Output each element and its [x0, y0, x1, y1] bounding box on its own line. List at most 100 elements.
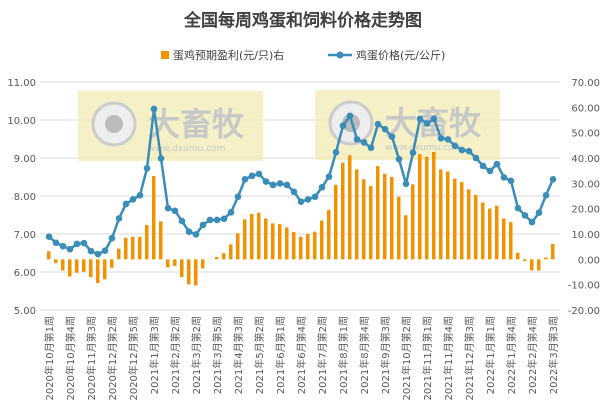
- watermark-brand: 大畜牧: [385, 104, 482, 142]
- profit-bar: [376, 166, 380, 260]
- profit-bar: [68, 259, 72, 277]
- egg-price-point: [353, 136, 361, 143]
- egg-price-point: [402, 180, 410, 188]
- egg-price-point: [206, 216, 214, 224]
- egg-price-point: [514, 204, 522, 212]
- profit-bar: [264, 218, 268, 260]
- egg-price-point: [185, 228, 193, 236]
- egg-price-point: [213, 216, 221, 224]
- egg-price-point: [479, 162, 487, 170]
- right-tick-label: -10.00: [568, 281, 600, 292]
- egg-price-point: [73, 240, 81, 248]
- egg-price-point: [437, 134, 445, 142]
- x-tick-label: 2021年1月第3周: [148, 316, 161, 394]
- profit-bar: [334, 184, 338, 260]
- profit-bar: [551, 243, 555, 260]
- profit-bar: [481, 202, 485, 260]
- egg-price-point: [318, 183, 326, 191]
- egg-price-point: [304, 196, 312, 203]
- profit-bar: [425, 156, 429, 260]
- profit-bar: [509, 222, 513, 260]
- x-tick-label: 2021年7月第2周: [316, 316, 329, 394]
- profit-bar: [460, 182, 464, 260]
- egg-price-point: [451, 142, 459, 150]
- x-tick-label: 2021年6月第4周: [295, 316, 308, 394]
- x-tick-label: 2021年11月第4周: [442, 316, 455, 401]
- egg-price-point: [143, 164, 151, 172]
- x-tick-label: 2021年5月第2周: [253, 316, 266, 394]
- profit-bar: [411, 184, 415, 260]
- profit-bar: [243, 219, 247, 260]
- egg-price-point: [248, 172, 256, 180]
- egg-price-point: [416, 115, 424, 123]
- egg-price-point: [129, 196, 137, 203]
- watermark-logo-dot: [105, 115, 123, 133]
- profit-bar: [236, 233, 240, 260]
- egg-price-point: [423, 120, 431, 127]
- x-tick-label: 2022年3月第3周: [547, 316, 560, 394]
- profit-bar: [439, 169, 443, 260]
- x-tick-label: 2021年4月第3周: [232, 316, 245, 394]
- profit-bar: [453, 178, 457, 260]
- egg-price-point: [395, 155, 403, 163]
- profit-bar: [362, 179, 366, 260]
- egg-price-point: [542, 191, 550, 199]
- egg-price-point: [360, 139, 368, 146]
- egg-price-point: [199, 221, 207, 229]
- left-tick-label: 10.00: [7, 116, 36, 127]
- right-tick-label: 20.00: [571, 205, 600, 216]
- profit-bar: [117, 248, 121, 260]
- egg-price-point: [339, 122, 347, 129]
- egg-price-point: [458, 146, 466, 154]
- profit-bar: [201, 259, 205, 269]
- profit-bar: [173, 259, 177, 266]
- profit-bar: [103, 259, 107, 280]
- profit-bar: [432, 151, 436, 260]
- egg-price-point: [325, 173, 333, 180]
- legend-line-marker: [336, 51, 344, 59]
- profit-bar: [82, 259, 86, 272]
- egg-price-point: [290, 188, 298, 196]
- profit-bar: [516, 252, 520, 260]
- x-tick-label: 2021年11月第1周: [421, 316, 434, 401]
- egg-price-point: [367, 144, 375, 152]
- profit-bar: [194, 259, 198, 286]
- egg-price-point: [276, 180, 284, 187]
- profit-bar: [271, 223, 275, 260]
- profit-bar: [390, 177, 394, 260]
- left-tick-label: 8.00: [14, 192, 36, 203]
- profit-bar: [418, 154, 422, 260]
- right-tick-label: 0.00: [578, 255, 600, 266]
- egg-price-point: [59, 242, 67, 250]
- watermark-url: www.dxumu.com: [385, 143, 462, 153]
- egg-price-point: [311, 193, 319, 201]
- right-tick-label: -20.00: [568, 306, 600, 317]
- profit-bar: [544, 257, 548, 260]
- egg-price-point: [430, 115, 438, 123]
- profit-bar: [54, 259, 58, 264]
- egg-price-point: [66, 245, 74, 253]
- egg-price-point: [122, 200, 130, 208]
- profit-bar: [523, 259, 527, 262]
- profit-bar: [327, 209, 331, 260]
- egg-price-point: [374, 120, 382, 128]
- left-tick-label: 5.00: [14, 306, 36, 317]
- x-tick-label: 2020年12月第5周: [127, 316, 140, 401]
- legend-line-label: 鸡蛋价格(元/公斤): [356, 48, 445, 62]
- egg-price-point: [80, 239, 88, 247]
- x-tick-label: 2021年8月第1周: [337, 316, 350, 394]
- profit-bar: [502, 218, 506, 260]
- egg-price-point: [346, 112, 354, 120]
- legend-bar-swatch: [161, 51, 169, 59]
- egg-price-point: [164, 204, 172, 212]
- x-tick-label: 2021年10月第2周: [400, 316, 413, 401]
- x-tick-label: 2022年1月第4周: [505, 316, 518, 394]
- profit-bar: [257, 212, 261, 260]
- profit-bar: [47, 251, 51, 260]
- egg-price-point: [52, 239, 60, 247]
- x-tick-label: 2020年11月第3周: [85, 316, 98, 401]
- profit-bar: [383, 173, 387, 260]
- x-tick-label: 2020年10月第4周: [64, 316, 77, 401]
- profit-bar: [110, 259, 114, 268]
